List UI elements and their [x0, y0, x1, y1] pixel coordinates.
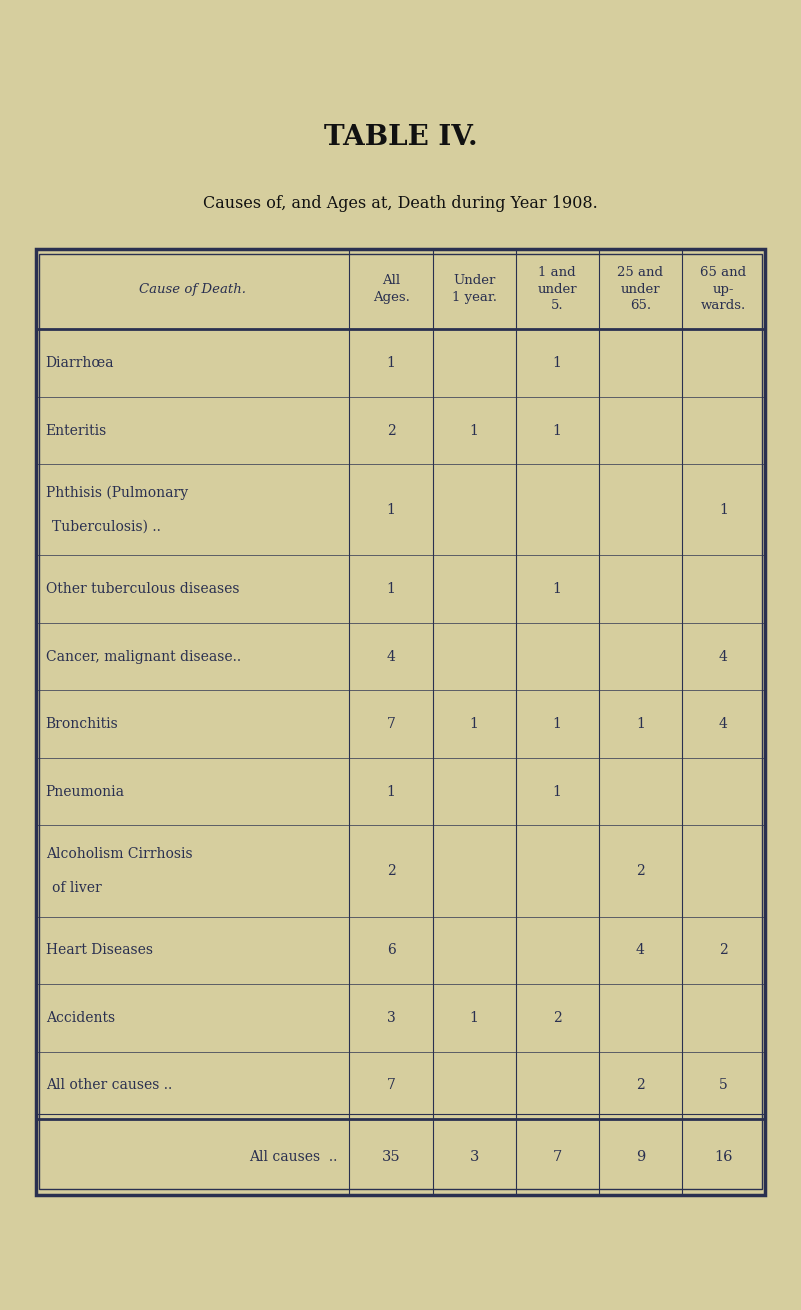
Text: Causes of, and Ages at, Death during Year 1908.: Causes of, and Ages at, Death during Yea… [203, 195, 598, 211]
Text: 2: 2 [636, 865, 645, 878]
Text: All
Ages.: All Ages. [372, 274, 409, 304]
Text: 1: 1 [469, 423, 478, 438]
Text: Cause of Death.: Cause of Death. [139, 283, 246, 296]
Text: 25 and
under
65.: 25 and under 65. [618, 266, 663, 312]
Text: 1: 1 [469, 717, 478, 731]
Text: 4: 4 [636, 943, 645, 958]
Text: of liver: of liver [52, 882, 102, 895]
Text: Cancer, malignant disease..: Cancer, malignant disease.. [46, 650, 241, 664]
Text: 4: 4 [719, 650, 728, 664]
Text: Accidents: Accidents [46, 1011, 115, 1024]
Text: 1: 1 [387, 503, 396, 517]
Text: Pneumonia: Pneumonia [46, 785, 125, 799]
Text: 1: 1 [553, 582, 562, 596]
Text: 1: 1 [387, 356, 396, 369]
Text: 1: 1 [636, 717, 645, 731]
Text: 7: 7 [387, 1078, 396, 1093]
Text: Diarrhœa: Diarrhœa [46, 356, 115, 369]
Text: Enteritis: Enteritis [46, 423, 107, 438]
Text: 1 and
under
5.: 1 and under 5. [537, 266, 577, 312]
Text: 1: 1 [719, 503, 728, 517]
Text: Bronchitis: Bronchitis [46, 717, 119, 731]
Bar [36, 249, 765, 1195]
Text: 2: 2 [387, 423, 396, 438]
Text: 4: 4 [387, 650, 396, 664]
Text: 9: 9 [636, 1150, 645, 1163]
Text: 5: 5 [719, 1078, 728, 1093]
Text: 1: 1 [553, 717, 562, 731]
Text: All causes  ..: All causes .. [249, 1150, 337, 1163]
Text: 7: 7 [387, 717, 396, 731]
Text: Other tuberculous diseases: Other tuberculous diseases [46, 582, 239, 596]
Text: 2: 2 [387, 865, 396, 878]
Text: 4: 4 [719, 717, 728, 731]
Text: Heart Diseases: Heart Diseases [46, 943, 153, 958]
Text: 1: 1 [553, 423, 562, 438]
Text: 1: 1 [553, 785, 562, 799]
Text: 3: 3 [387, 1011, 396, 1024]
Text: 1: 1 [387, 785, 396, 799]
Text: Alcoholism Cirrhosis: Alcoholism Cirrhosis [46, 848, 192, 861]
Text: 35: 35 [382, 1150, 400, 1163]
Text: Tuberculosis) ..: Tuberculosis) .. [52, 520, 161, 534]
Text: 2: 2 [636, 1078, 645, 1093]
Text: Phthisis (Pulmonary: Phthisis (Pulmonary [46, 486, 187, 500]
Text: 1: 1 [553, 356, 562, 369]
Text: Under
1 year.: Under 1 year. [452, 274, 497, 304]
Text: 1: 1 [387, 582, 396, 596]
Text: 2: 2 [553, 1011, 562, 1024]
Text: 65 and
up-
wards.: 65 and up- wards. [700, 266, 747, 312]
Text: 16: 16 [714, 1150, 733, 1163]
Text: 3: 3 [469, 1150, 479, 1163]
Text: 1: 1 [469, 1011, 478, 1024]
Bar [39, 254, 762, 1189]
Text: 6: 6 [387, 943, 396, 958]
Text: All other causes ..: All other causes .. [46, 1078, 172, 1093]
Text: 7: 7 [553, 1150, 562, 1163]
Text: 2: 2 [719, 943, 728, 958]
Text: TABLE IV.: TABLE IV. [324, 124, 477, 151]
